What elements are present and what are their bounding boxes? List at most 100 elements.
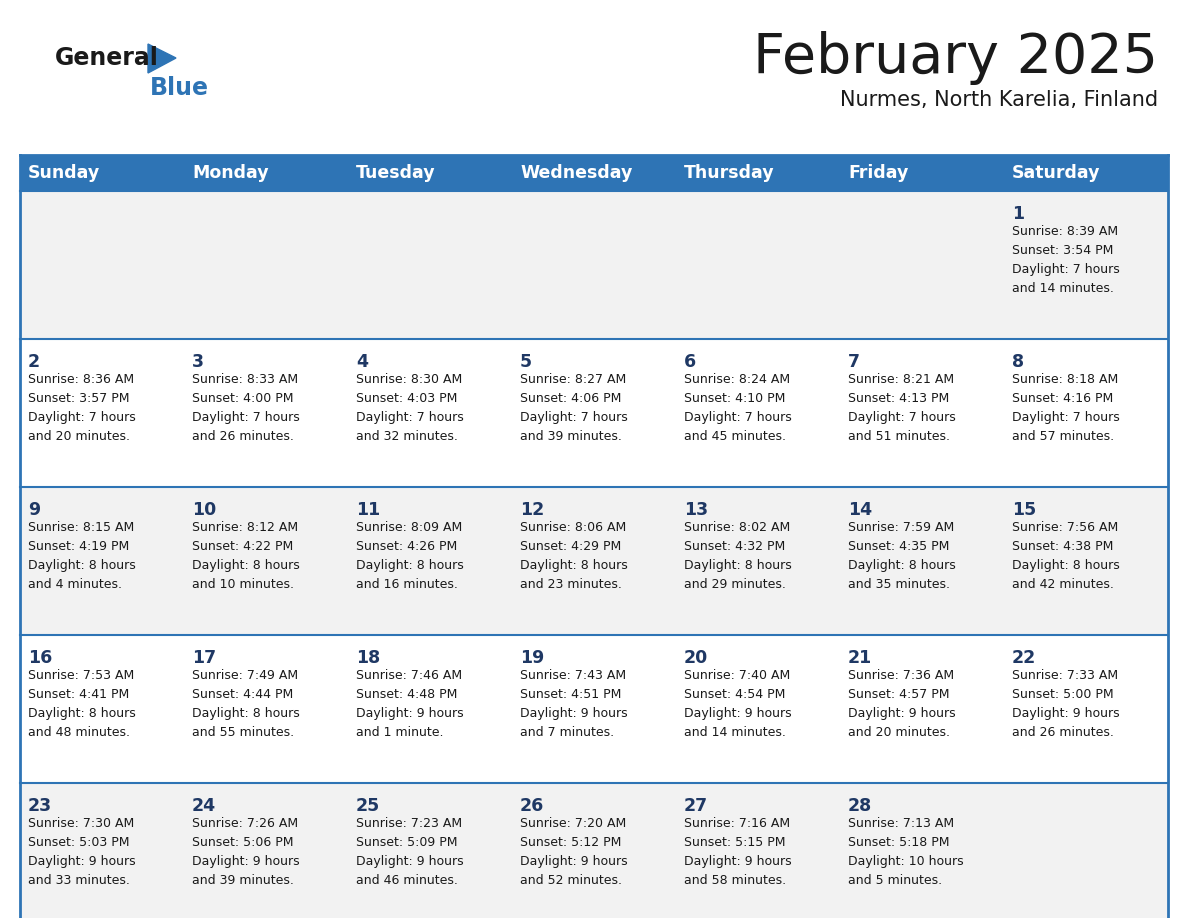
Bar [840, 191, 1004, 339]
Text: Daylight: 7 hours: Daylight: 7 hours [29, 411, 135, 424]
Text: 10: 10 [192, 501, 216, 519]
Text: 23: 23 [29, 797, 52, 815]
Bar [184, 635, 348, 783]
Text: and 32 minutes.: and 32 minutes. [356, 430, 457, 443]
Text: Sunrise: 7:43 AM: Sunrise: 7:43 AM [520, 669, 626, 682]
Text: Sunset: 4:22 PM: Sunset: 4:22 PM [192, 540, 293, 553]
Bar [840, 487, 1004, 635]
Bar [348, 155, 512, 191]
Text: Daylight: 7 hours: Daylight: 7 hours [684, 411, 791, 424]
Bar [184, 191, 348, 339]
Text: Sunrise: 8:36 AM: Sunrise: 8:36 AM [29, 373, 134, 386]
Text: and 55 minutes.: and 55 minutes. [192, 726, 295, 739]
Text: and 39 minutes.: and 39 minutes. [192, 874, 293, 887]
Bar [1004, 191, 1168, 339]
Text: Monday: Monday [192, 164, 268, 182]
Text: Sunrise: 8:12 AM: Sunrise: 8:12 AM [192, 521, 298, 534]
Text: Sunday: Sunday [29, 164, 100, 182]
Bar [676, 155, 840, 191]
Text: Daylight: 9 hours: Daylight: 9 hours [848, 707, 955, 720]
Text: Sunset: 4:00 PM: Sunset: 4:00 PM [192, 392, 293, 405]
Text: 27: 27 [684, 797, 708, 815]
Text: Sunset: 5:18 PM: Sunset: 5:18 PM [848, 836, 949, 849]
Text: Sunset: 4:29 PM: Sunset: 4:29 PM [520, 540, 621, 553]
Text: and 14 minutes.: and 14 minutes. [684, 726, 786, 739]
Text: 24: 24 [192, 797, 216, 815]
Text: Sunset: 4:32 PM: Sunset: 4:32 PM [684, 540, 785, 553]
Text: Sunset: 3:54 PM: Sunset: 3:54 PM [1012, 244, 1113, 257]
Text: Sunrise: 8:24 AM: Sunrise: 8:24 AM [684, 373, 790, 386]
Bar [1004, 783, 1168, 918]
Bar [184, 155, 348, 191]
Text: Sunset: 5:12 PM: Sunset: 5:12 PM [520, 836, 621, 849]
Text: Daylight: 7 hours: Daylight: 7 hours [520, 411, 627, 424]
Text: 13: 13 [684, 501, 708, 519]
Text: Daylight: 7 hours: Daylight: 7 hours [1012, 411, 1120, 424]
Text: Nurmes, North Karelia, Finland: Nurmes, North Karelia, Finland [840, 90, 1158, 110]
Bar [676, 487, 840, 635]
Bar [348, 783, 512, 918]
Text: Sunrise: 8:09 AM: Sunrise: 8:09 AM [356, 521, 462, 534]
Text: Sunrise: 7:20 AM: Sunrise: 7:20 AM [520, 817, 626, 830]
Text: Sunset: 4:57 PM: Sunset: 4:57 PM [848, 688, 949, 701]
Text: Sunrise: 8:39 AM: Sunrise: 8:39 AM [1012, 225, 1118, 238]
Bar [348, 487, 512, 635]
Text: and 7 minutes.: and 7 minutes. [520, 726, 614, 739]
Text: 11: 11 [356, 501, 380, 519]
Text: 25: 25 [356, 797, 380, 815]
Text: Sunrise: 8:15 AM: Sunrise: 8:15 AM [29, 521, 134, 534]
Text: Sunset: 4:16 PM: Sunset: 4:16 PM [1012, 392, 1113, 405]
Text: Sunrise: 7:36 AM: Sunrise: 7:36 AM [848, 669, 954, 682]
Text: Sunset: 4:54 PM: Sunset: 4:54 PM [684, 688, 785, 701]
Bar [20, 487, 184, 635]
Text: and 26 minutes.: and 26 minutes. [1012, 726, 1114, 739]
Text: and 58 minutes.: and 58 minutes. [684, 874, 786, 887]
Text: 8: 8 [1012, 353, 1024, 371]
Bar [512, 191, 676, 339]
Text: and 42 minutes.: and 42 minutes. [1012, 578, 1114, 591]
Text: and 20 minutes.: and 20 minutes. [848, 726, 950, 739]
Text: 15: 15 [1012, 501, 1036, 519]
Text: Daylight: 8 hours: Daylight: 8 hours [848, 559, 956, 572]
Bar [840, 635, 1004, 783]
Text: 26: 26 [520, 797, 544, 815]
Text: Daylight: 7 hours: Daylight: 7 hours [1012, 263, 1120, 276]
Text: February 2025: February 2025 [753, 31, 1158, 85]
Text: Sunrise: 8:02 AM: Sunrise: 8:02 AM [684, 521, 790, 534]
Text: Sunset: 4:48 PM: Sunset: 4:48 PM [356, 688, 457, 701]
Text: Sunset: 4:03 PM: Sunset: 4:03 PM [356, 392, 457, 405]
Bar [20, 783, 184, 918]
Text: and 16 minutes.: and 16 minutes. [356, 578, 457, 591]
Text: 6: 6 [684, 353, 696, 371]
Text: Sunrise: 8:06 AM: Sunrise: 8:06 AM [520, 521, 626, 534]
Bar [512, 487, 676, 635]
Bar [348, 191, 512, 339]
Text: Daylight: 9 hours: Daylight: 9 hours [29, 855, 135, 868]
Text: and 48 minutes.: and 48 minutes. [29, 726, 129, 739]
Text: Daylight: 7 hours: Daylight: 7 hours [192, 411, 299, 424]
Text: Sunset: 5:15 PM: Sunset: 5:15 PM [684, 836, 785, 849]
Text: 28: 28 [848, 797, 872, 815]
Text: Daylight: 9 hours: Daylight: 9 hours [520, 855, 627, 868]
Text: Saturday: Saturday [1012, 164, 1100, 182]
Text: Daylight: 8 hours: Daylight: 8 hours [520, 559, 627, 572]
Bar [676, 191, 840, 339]
Text: Sunrise: 7:16 AM: Sunrise: 7:16 AM [684, 817, 790, 830]
Bar [512, 155, 676, 191]
Text: Daylight: 9 hours: Daylight: 9 hours [192, 855, 299, 868]
Text: 7: 7 [848, 353, 860, 371]
Text: Sunrise: 7:30 AM: Sunrise: 7:30 AM [29, 817, 134, 830]
Text: 9: 9 [29, 501, 40, 519]
Text: and 39 minutes.: and 39 minutes. [520, 430, 621, 443]
Text: Sunset: 4:41 PM: Sunset: 4:41 PM [29, 688, 129, 701]
Text: Daylight: 9 hours: Daylight: 9 hours [1012, 707, 1119, 720]
Text: and 10 minutes.: and 10 minutes. [192, 578, 293, 591]
Text: Daylight: 9 hours: Daylight: 9 hours [684, 707, 791, 720]
Bar [1004, 487, 1168, 635]
Bar [840, 155, 1004, 191]
Text: Sunset: 5:06 PM: Sunset: 5:06 PM [192, 836, 293, 849]
Text: Sunrise: 7:26 AM: Sunrise: 7:26 AM [192, 817, 298, 830]
Text: and 52 minutes.: and 52 minutes. [520, 874, 623, 887]
Text: Sunrise: 7:33 AM: Sunrise: 7:33 AM [1012, 669, 1118, 682]
Text: Sunrise: 7:53 AM: Sunrise: 7:53 AM [29, 669, 134, 682]
